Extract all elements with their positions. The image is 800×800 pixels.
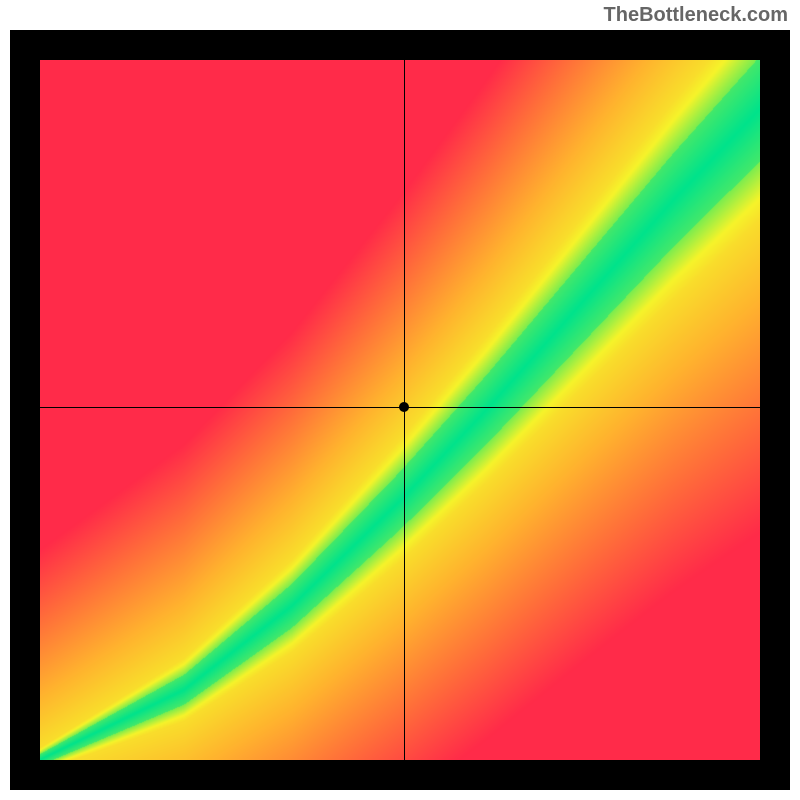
chart-plot-area: [40, 60, 760, 760]
chart-container: TheBottleneck.com: [0, 0, 800, 800]
attribution-text: TheBottleneck.com: [604, 4, 788, 27]
marker-dot: [399, 402, 409, 412]
